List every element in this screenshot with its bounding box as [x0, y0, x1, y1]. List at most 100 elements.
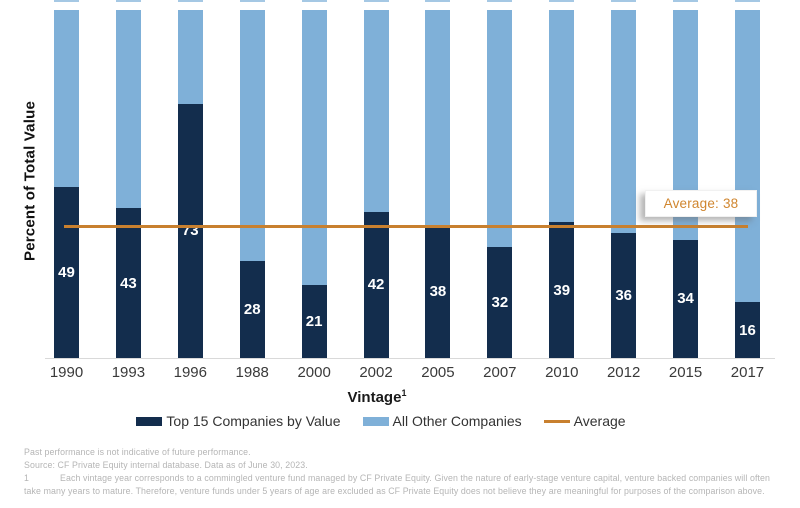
stacked-bar: 28 [239, 10, 265, 358]
segment-all-other-companies [487, 10, 513, 247]
segment-all-other-companies [363, 10, 389, 212]
segment-all-other-companies [115, 10, 141, 209]
segment-all-other-companies [301, 10, 327, 285]
bar-column-2007: 32 [487, 0, 513, 358]
footer-disclosures: Past performance is not indicative of fu… [24, 446, 782, 498]
bar-column-2002: 42 [363, 0, 389, 358]
stacked-bar: 38 [425, 10, 451, 358]
bar-column-1988: 28 [239, 0, 265, 358]
legend-item-other: All Other Companies [362, 413, 522, 429]
stacked-bar: 42 [363, 10, 389, 358]
x-axis-title: Vintage1 [0, 388, 754, 406]
bar-top-sliver [239, 0, 265, 2]
x-tick-text: 2007 [483, 364, 517, 381]
x-tick-text: 2017 [730, 364, 765, 381]
x-tick-text: 1996 [173, 364, 207, 381]
x-axis-baseline [45, 358, 775, 359]
bar-value-label: 43 [120, 274, 137, 292]
bar-column-2015: 34 [673, 0, 699, 358]
x-tick-label-2005: 2005 [421, 364, 454, 381]
x-tick-label-1988: 1988 [236, 364, 269, 381]
segment-all-other-companies [734, 10, 760, 303]
x-tick-label-1990: 1990 [50, 364, 83, 381]
bar-column-1990: 49 [54, 0, 79, 358]
stacked-bar: 34 [673, 10, 699, 358]
bar-top-sliver [549, 0, 575, 2]
legend-swatch-other-icon [362, 416, 389, 426]
x-tick-label-2000: 2000 [297, 364, 330, 381]
bar-column-1996: 73 [177, 0, 203, 358]
y-axis-title: Percent of Total Value [21, 101, 39, 261]
stacked-bar: 36 [611, 10, 637, 358]
bar-top-sliver [734, 0, 760, 2]
bar-top-sliver [487, 0, 513, 2]
x-tick-label-2012: 2012 [607, 364, 640, 381]
legend-label-average: Average [573, 413, 626, 429]
stacked-bar: 49 [54, 10, 79, 358]
legend-item-average: Average [543, 413, 626, 429]
legend-swatch-top15-icon [136, 416, 163, 426]
bar-top-sliver [115, 0, 141, 2]
segment-top15-companies: 49 [54, 187, 79, 358]
bar-value-label: 32 [491, 293, 509, 311]
segment-top15-companies: 28 [239, 260, 265, 358]
bar-value-label: 49 [58, 264, 75, 282]
bar-value-label: 34 [677, 290, 694, 308]
x-tick-label-1996: 1996 [174, 364, 207, 381]
footnote: 1 Each vintage year corresponds to a comm… [24, 472, 782, 498]
footnote-number: 1 [24, 473, 29, 483]
x-tick-label-2017: 2017 [731, 364, 764, 381]
bar-column-2005: 38 [425, 0, 451, 358]
segment-all-other-companies [177, 10, 203, 104]
bar-top-sliver [177, 0, 203, 2]
bar-value-label: 28 [243, 300, 261, 318]
x-axis-title-footnote-marker: 1 [401, 388, 407, 398]
x-tick-label-2007: 2007 [483, 364, 516, 381]
x-tick-label-2015: 2015 [669, 364, 702, 381]
segment-top15-companies: 34 [673, 239, 699, 358]
bar-column-2010: 39 [549, 0, 575, 358]
bar-top-sliver [611, 0, 637, 2]
x-tick-label-2002: 2002 [359, 364, 392, 381]
legend-swatch-average-line-icon [543, 419, 570, 423]
bar-value-label: 21 [305, 312, 323, 330]
x-tick-text: 2000 [297, 364, 331, 381]
stacked-bar: 39 [549, 10, 575, 358]
average-line [64, 225, 748, 228]
segment-top15-companies: 73 [177, 103, 203, 358]
legend: Top 15 Companies by Value All Other Comp… [0, 413, 762, 429]
x-tick-text: 2015 [668, 364, 703, 381]
bar-value-label: 36 [615, 286, 632, 304]
segment-top15-companies: 43 [115, 208, 141, 358]
stacked-bar: 73 [177, 10, 203, 358]
stacked-bar: 21 [301, 10, 327, 358]
x-tick-text: 1993 [111, 364, 146, 381]
x-axis-tick-labels: 1990 1993 1996 1988 2000 2002 2005 2007 2010 2012… [50, 364, 764, 381]
segment-top15-companies: 36 [611, 232, 637, 358]
x-tick-text: 2010 [545, 364, 579, 381]
segment-top15-companies: 39 [549, 222, 575, 358]
bar-column-1993: 43 [115, 0, 141, 358]
legend-item-top15: Top 15 Companies by Value [136, 413, 341, 429]
bar-column-2017: 16 [734, 0, 760, 358]
stacked-bar: 16 [734, 10, 760, 358]
source-line: Source: CF Private Equity internal datab… [24, 460, 308, 470]
x-tick-text: 2012 [606, 364, 641, 381]
x-tick-text: 2005 [421, 364, 455, 381]
bar-value-label: 16 [739, 321, 756, 339]
legend-label-other: All Other Companies [392, 413, 522, 429]
segment-all-other-companies [549, 10, 575, 223]
legend-label-top15: Top 15 Companies by Value [166, 413, 341, 429]
disclaimer-line: Past performance is not indicative of fu… [24, 447, 251, 457]
bar-top-sliver [425, 0, 451, 2]
bar-column-2012: 36 [611, 0, 637, 358]
bar-value-label: 39 [553, 281, 571, 299]
plot-area: 49 43 73 28 21 42 38 32 39 36 34 16 [54, 0, 760, 358]
segment-all-other-companies [611, 10, 637, 233]
bar-top-sliver [301, 0, 327, 2]
bar-value-label: 38 [429, 283, 447, 301]
footnote-text: Each vintage year corresponds to a commi… [24, 473, 771, 496]
bar-top-sliver [363, 0, 389, 2]
bar-top-sliver [673, 0, 699, 2]
